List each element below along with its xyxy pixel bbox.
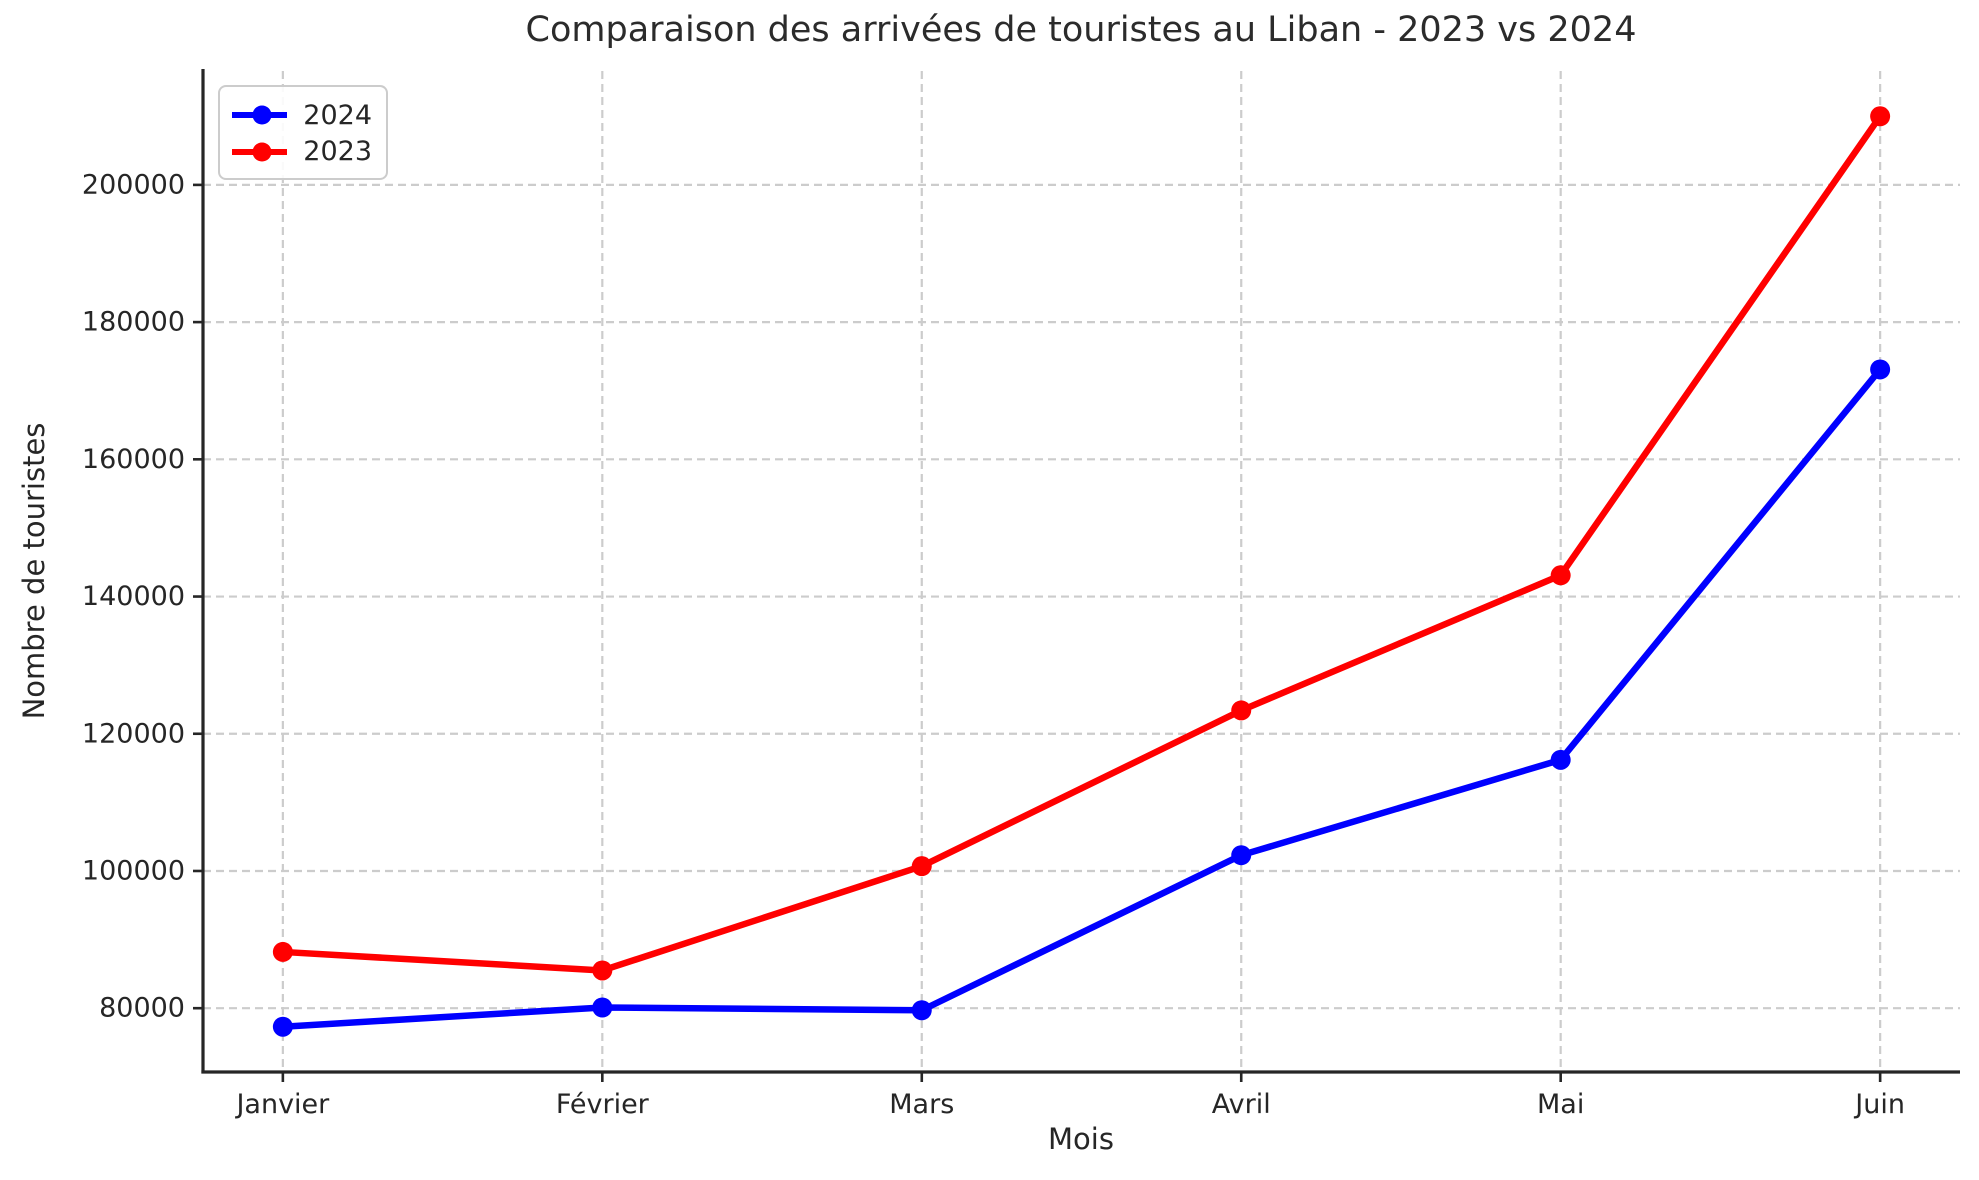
legend-item-2024: 2024	[230, 102, 372, 129]
data-point-2024-Mars	[911, 1000, 932, 1021]
series-line-2023	[279, 113, 1884, 974]
legend-line-marker-icon	[232, 142, 288, 162]
x-tick-label: Mars	[889, 1089, 954, 1120]
chart-title: Comparaison des arrivées de touristes au…	[525, 10, 1637, 50]
series-line-2024	[279, 366, 1884, 1030]
y-tick-label: 100000	[82, 855, 185, 886]
x-tick-label: Juin	[1853, 1089, 1905, 1120]
data-point-2024-Avril	[1231, 845, 1252, 866]
legend-label-2024: 2024	[303, 99, 372, 131]
x-axis-label: Mois	[1048, 1122, 1114, 1156]
legend-label-2023: 2023	[303, 136, 372, 168]
data-point-2023-Mai	[1550, 565, 1571, 586]
y-tick-label: 140000	[82, 581, 185, 612]
x-tick-label: Mai	[1537, 1089, 1584, 1120]
y-tick-label: 80000	[99, 993, 185, 1024]
y-tick-label: 160000	[82, 444, 185, 475]
y-axis-label: Nombre de touristes	[17, 422, 51, 720]
data-point-2024-Juin	[1870, 359, 1891, 380]
data-point-2023-Février	[592, 960, 613, 981]
legend-line-marker-icon	[232, 105, 288, 125]
legend-item-2023: 2023	[230, 138, 372, 165]
y-tick-label: 120000	[82, 718, 185, 749]
data-point-2023-Juin	[1870, 106, 1891, 127]
x-tick-label: Février	[556, 1089, 650, 1120]
x-tick-label: Janvier	[234, 1089, 330, 1120]
legend: 2024 2023	[218, 85, 388, 180]
data-point-2024-Février	[592, 997, 613, 1018]
y-tick-label: 180000	[82, 307, 185, 338]
x-tick-label: Avril	[1212, 1089, 1271, 1120]
data-point-2023-Mars	[911, 856, 932, 877]
y-tick-label: 200000	[82, 169, 185, 200]
data-point-2024-Janvier	[272, 1016, 293, 1037]
data-point-2023-Janvier	[272, 941, 293, 962]
data-point-2023-Avril	[1231, 700, 1252, 721]
data-point-2024-Mai	[1550, 749, 1571, 770]
